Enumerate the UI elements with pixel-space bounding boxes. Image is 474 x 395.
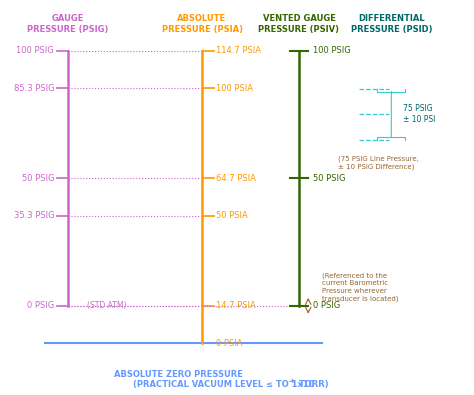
Text: DIFFERENTIAL
PRESSURE (PSID): DIFFERENTIAL PRESSURE (PSID) — [351, 14, 432, 34]
Text: 100 PSIA: 100 PSIA — [216, 84, 253, 92]
Text: (Referenced to the
current Barometric
Pressure wherever
transducer is located): (Referenced to the current Barometric Pr… — [322, 273, 399, 302]
Text: 0 PSIA: 0 PSIA — [216, 339, 242, 348]
Text: (STD ATM): (STD ATM) — [87, 301, 126, 310]
Text: -4: -4 — [289, 379, 295, 384]
Text: (PRACTICAL VACUUM LEVEL ≤ TO 1x10: (PRACTICAL VACUUM LEVEL ≤ TO 1x10 — [133, 380, 314, 389]
Text: 0 PSIG: 0 PSIG — [27, 301, 54, 310]
Text: 75 PSIG
± 10 PSI: 75 PSIG ± 10 PSI — [403, 104, 435, 124]
Text: (75 PSIG Line Pressure,
± 10 PSIG Difference): (75 PSIG Line Pressure, ± 10 PSIG Differ… — [338, 155, 419, 170]
Text: 50 PSIG: 50 PSIG — [313, 174, 346, 182]
Text: 100 PSIG: 100 PSIG — [17, 46, 54, 55]
Text: ABSOLUTE ZERO PRESSURE: ABSOLUTE ZERO PRESSURE — [115, 370, 243, 379]
Text: TORR): TORR) — [296, 380, 328, 389]
Text: 85.3 PSIG: 85.3 PSIG — [14, 84, 54, 92]
Text: 50 PSIA: 50 PSIA — [216, 211, 247, 220]
Text: 0 PSIG: 0 PSIG — [313, 301, 340, 310]
Text: 100 PSIG: 100 PSIG — [313, 46, 351, 55]
Text: ABSOLUTE
PRESSURE (PSIA): ABSOLUTE PRESSURE (PSIA) — [162, 14, 243, 34]
Text: 50 PSIG: 50 PSIG — [22, 174, 54, 182]
Text: 114.7 PSIA: 114.7 PSIA — [216, 46, 261, 55]
Text: 64.7 PSIA: 64.7 PSIA — [216, 174, 256, 182]
Text: 14.7 PSIA: 14.7 PSIA — [216, 301, 255, 310]
Text: VENTED GAUGE
PRESSURE (PSIV): VENTED GAUGE PRESSURE (PSIV) — [258, 14, 339, 34]
Text: GAUGE
PRESSURE (PSIG): GAUGE PRESSURE (PSIG) — [27, 14, 109, 34]
Text: 35.3 PSIG: 35.3 PSIG — [14, 211, 54, 220]
